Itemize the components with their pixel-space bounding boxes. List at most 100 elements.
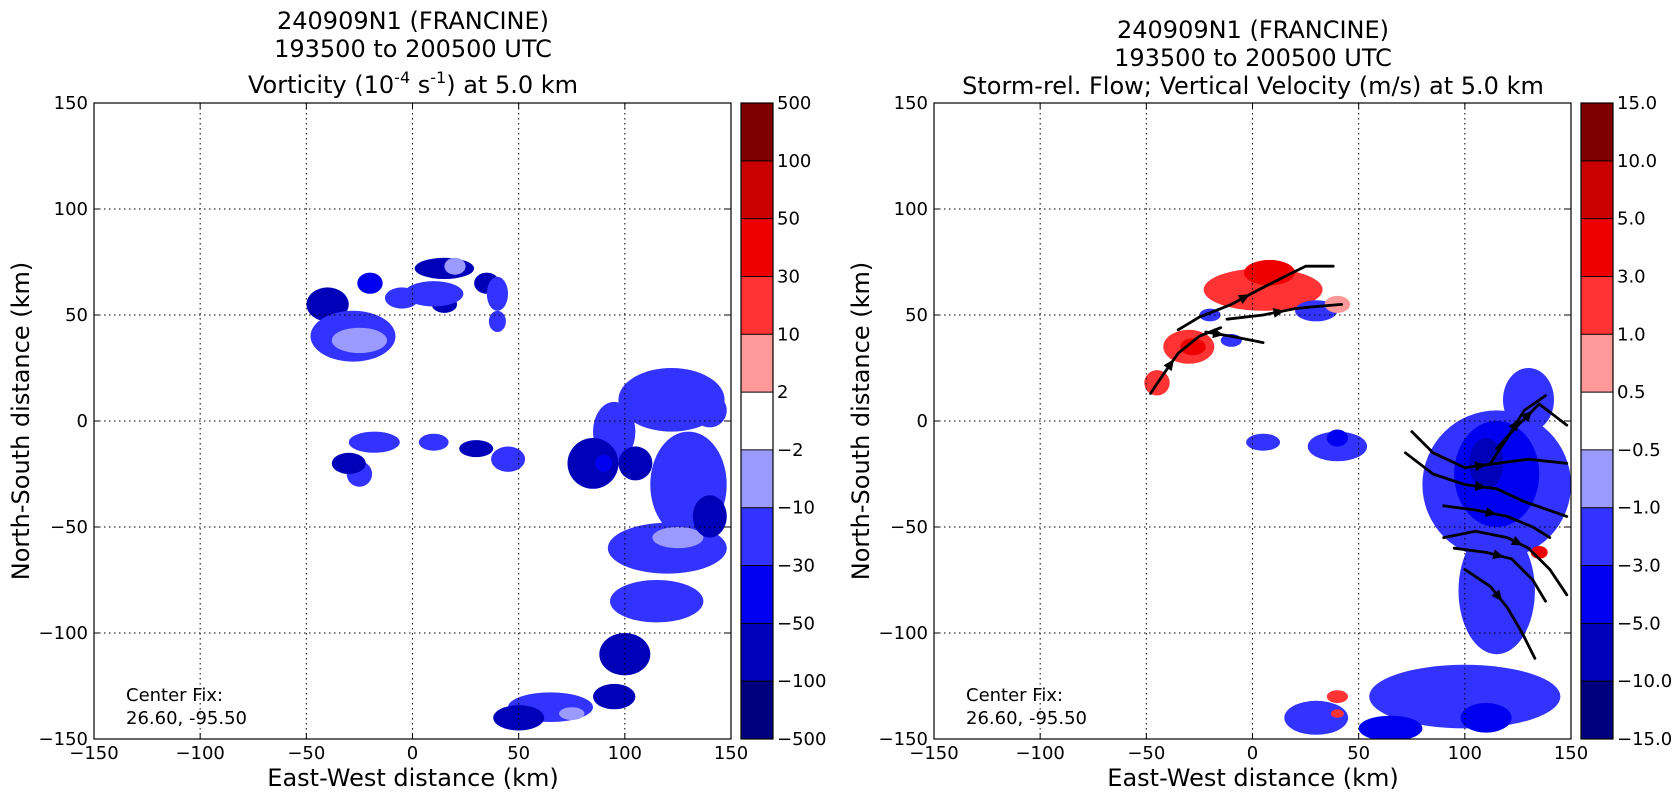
vorticity-title-exp2: -1 — [430, 68, 446, 87]
velocity-ytick-label: 100 — [894, 199, 928, 220]
velocity-colorbar-label: −3.0 — [1617, 556, 1661, 577]
velocity-colorbar-frame — [1580, 102, 1614, 740]
streamline-arrowhead — [1492, 549, 1505, 560]
vorticity-xtick-label: −50 — [287, 743, 325, 764]
velocity-colorbar-band — [1581, 103, 1613, 162]
velocity-contour-region — [1369, 664, 1561, 729]
vorticity-gridlines — [94, 103, 731, 739]
vorticity-contour-region — [593, 683, 636, 710]
velocity-xtick-label: −100 — [1015, 743, 1064, 764]
vorticity-colorbar-band — [741, 449, 773, 509]
vorticity-colorbar-label: −100 — [777, 671, 826, 692]
streamline-arrowhead — [1237, 294, 1250, 304]
vorticity-colorbar-band — [741, 334, 773, 393]
vorticity-colorbar-band — [741, 681, 773, 740]
velocity-plot-area: −150 −100 −50 0 50 100 150 −150 −100 −50 0 50 100 150… — [879, 93, 1589, 764]
vorticity-ytick-label: 50 — [65, 305, 88, 326]
vorticity-title-line1: 240909N1 (FRANCINE) — [277, 7, 549, 35]
velocity-colorbar-band — [1581, 507, 1613, 566]
vorticity-contour-region — [404, 281, 464, 307]
velocity-ylabel: North-South distance (km) — [847, 262, 875, 581]
vorticity-ytick-label: −100 — [39, 623, 88, 644]
velocity-colorbar-label: 0.5 — [1617, 382, 1646, 403]
velocity-colorbar-band — [1581, 392, 1613, 451]
velocity-xtick-label: −50 — [1127, 743, 1165, 764]
velocity-colorbar-band — [1581, 334, 1613, 393]
vorticity-colorbar: −500 −100 −50 −30 −10 −2 2 10 30 50 100 500 — [740, 93, 826, 750]
velocity-ticks: −150 −100 −50 0 50 100 150 −150 −100 −50 0 50 100 150 — [879, 93, 1589, 764]
velocity-title-line1: 240909N1 (FRANCINE) — [1117, 16, 1389, 44]
velocity-xtick-label: 50 — [1347, 743, 1370, 764]
vorticity-contour-region — [418, 433, 449, 451]
velocity-colorbar-band — [1581, 160, 1613, 219]
velocity-gridlines — [934, 103, 1571, 739]
velocity-colorbar-band — [1581, 218, 1613, 277]
storm-relative-flow-streamlines — [1149, 264, 1569, 660]
streamline-arrowhead — [1485, 507, 1497, 518]
vorticity-ytick-label: 100 — [54, 199, 88, 220]
velocity-colorbar-label: 5.0 — [1617, 209, 1646, 230]
streamline-arrowhead — [1508, 419, 1519, 432]
streamline — [1176, 264, 1335, 332]
velocity-colorbar-label: 3.0 — [1617, 266, 1646, 287]
vorticity-colorbar-label: 50 — [777, 209, 800, 230]
vorticity-colorbar-band — [741, 160, 773, 219]
vorticity-colorbar-band — [741, 276, 773, 335]
vorticity-contour-region — [491, 446, 526, 472]
vorticity-contour-region — [331, 327, 387, 354]
velocity-contour-region — [1203, 268, 1323, 311]
vorticity-ytick-label: 0 — [77, 411, 88, 432]
velocity-contour-region — [1284, 700, 1349, 735]
vorticity-ticks: −150 −100 −50 0 50 100 150 −150 −100 −50 0 50 100 150 — [39, 93, 749, 764]
vorticity-title-exp1: -4 — [394, 68, 410, 87]
vorticity-colorbar-label: 100 — [777, 151, 811, 172]
vorticity-colorbar-label: 2 — [777, 382, 788, 403]
velocity-colorbar-band — [1581, 276, 1613, 335]
vorticity-contour-region — [384, 287, 419, 309]
vorticity-contour-region — [444, 257, 466, 275]
streamline-arrowhead — [1163, 359, 1174, 372]
vorticity-contour-region — [692, 393, 727, 428]
velocity-ytick-label: −50 — [890, 517, 928, 538]
velocity-colorbar-label: −0.5 — [1617, 440, 1661, 461]
vorticity-contour-region — [618, 446, 653, 481]
vorticity-contour-region — [331, 452, 366, 474]
velocity-contour-fill — [1144, 259, 1571, 739]
velocity-title-line2: 193500 to 200500 UTC — [1114, 44, 1392, 72]
velocity-ytick-label: 0 — [917, 411, 928, 432]
vorticity-contour-region — [459, 440, 494, 458]
vorticity-colorbar-label: −30 — [777, 556, 815, 577]
vorticity-ytick-label: −50 — [50, 517, 88, 538]
vorticity-colorbar-label: 30 — [777, 266, 800, 287]
vorticity-colorbar-label: −500 — [777, 729, 826, 750]
streamline-arrowhead — [1212, 328, 1224, 339]
vorticity-panel: 240909N1 (FRANCINE) 193500 to 200500 UTC… — [7, 7, 826, 792]
vorticity-ytick-label: −150 — [39, 729, 88, 750]
velocity-colorbar-label: −1.0 — [1617, 498, 1661, 519]
vorticity-contour-region — [610, 580, 704, 623]
streamline — [1452, 546, 1547, 603]
vorticity-title-line2: 193500 to 200500 UTC — [274, 35, 552, 63]
vorticity-title-line3: Vorticity (10-4 s-1) at 5.0 km — [248, 68, 578, 99]
vorticity-contour-region — [692, 495, 727, 538]
vorticity-contour-fill — [306, 257, 727, 731]
vorticity-xtick-label: 150 — [714, 743, 748, 764]
vorticity-contour-region — [559, 707, 585, 720]
vorticity-ylabel: North-South distance (km) — [7, 262, 35, 581]
velocity-center-fix-value: 26.60, -95.50 — [966, 708, 1087, 729]
vorticity-colorbar-band — [741, 565, 773, 624]
vorticity-contour-region — [486, 276, 508, 311]
vorticity-colorbar-frame — [740, 102, 774, 740]
velocity-colorbar: −15.0 −10.0 −5.0 −3.0 −1.0 −0.5 0.5 1.0 3.0 5.0 10… — [1580, 93, 1672, 750]
vorticity-ytick-label: 150 — [54, 93, 88, 114]
vorticity-contour-region — [595, 454, 613, 472]
velocity-contour-region — [1460, 703, 1512, 733]
velocity-colorbar-label: −5.0 — [1617, 613, 1661, 634]
velocity-contour-region — [1503, 368, 1554, 432]
vorticity-contour-region — [652, 527, 704, 549]
vorticity-colorbar-band — [741, 392, 773, 451]
streamline-arrowhead — [1510, 535, 1523, 546]
vorticity-colorbar-band — [741, 218, 773, 277]
velocity-contour-region — [1326, 429, 1348, 447]
velocity-colorbar-band — [1581, 681, 1613, 740]
